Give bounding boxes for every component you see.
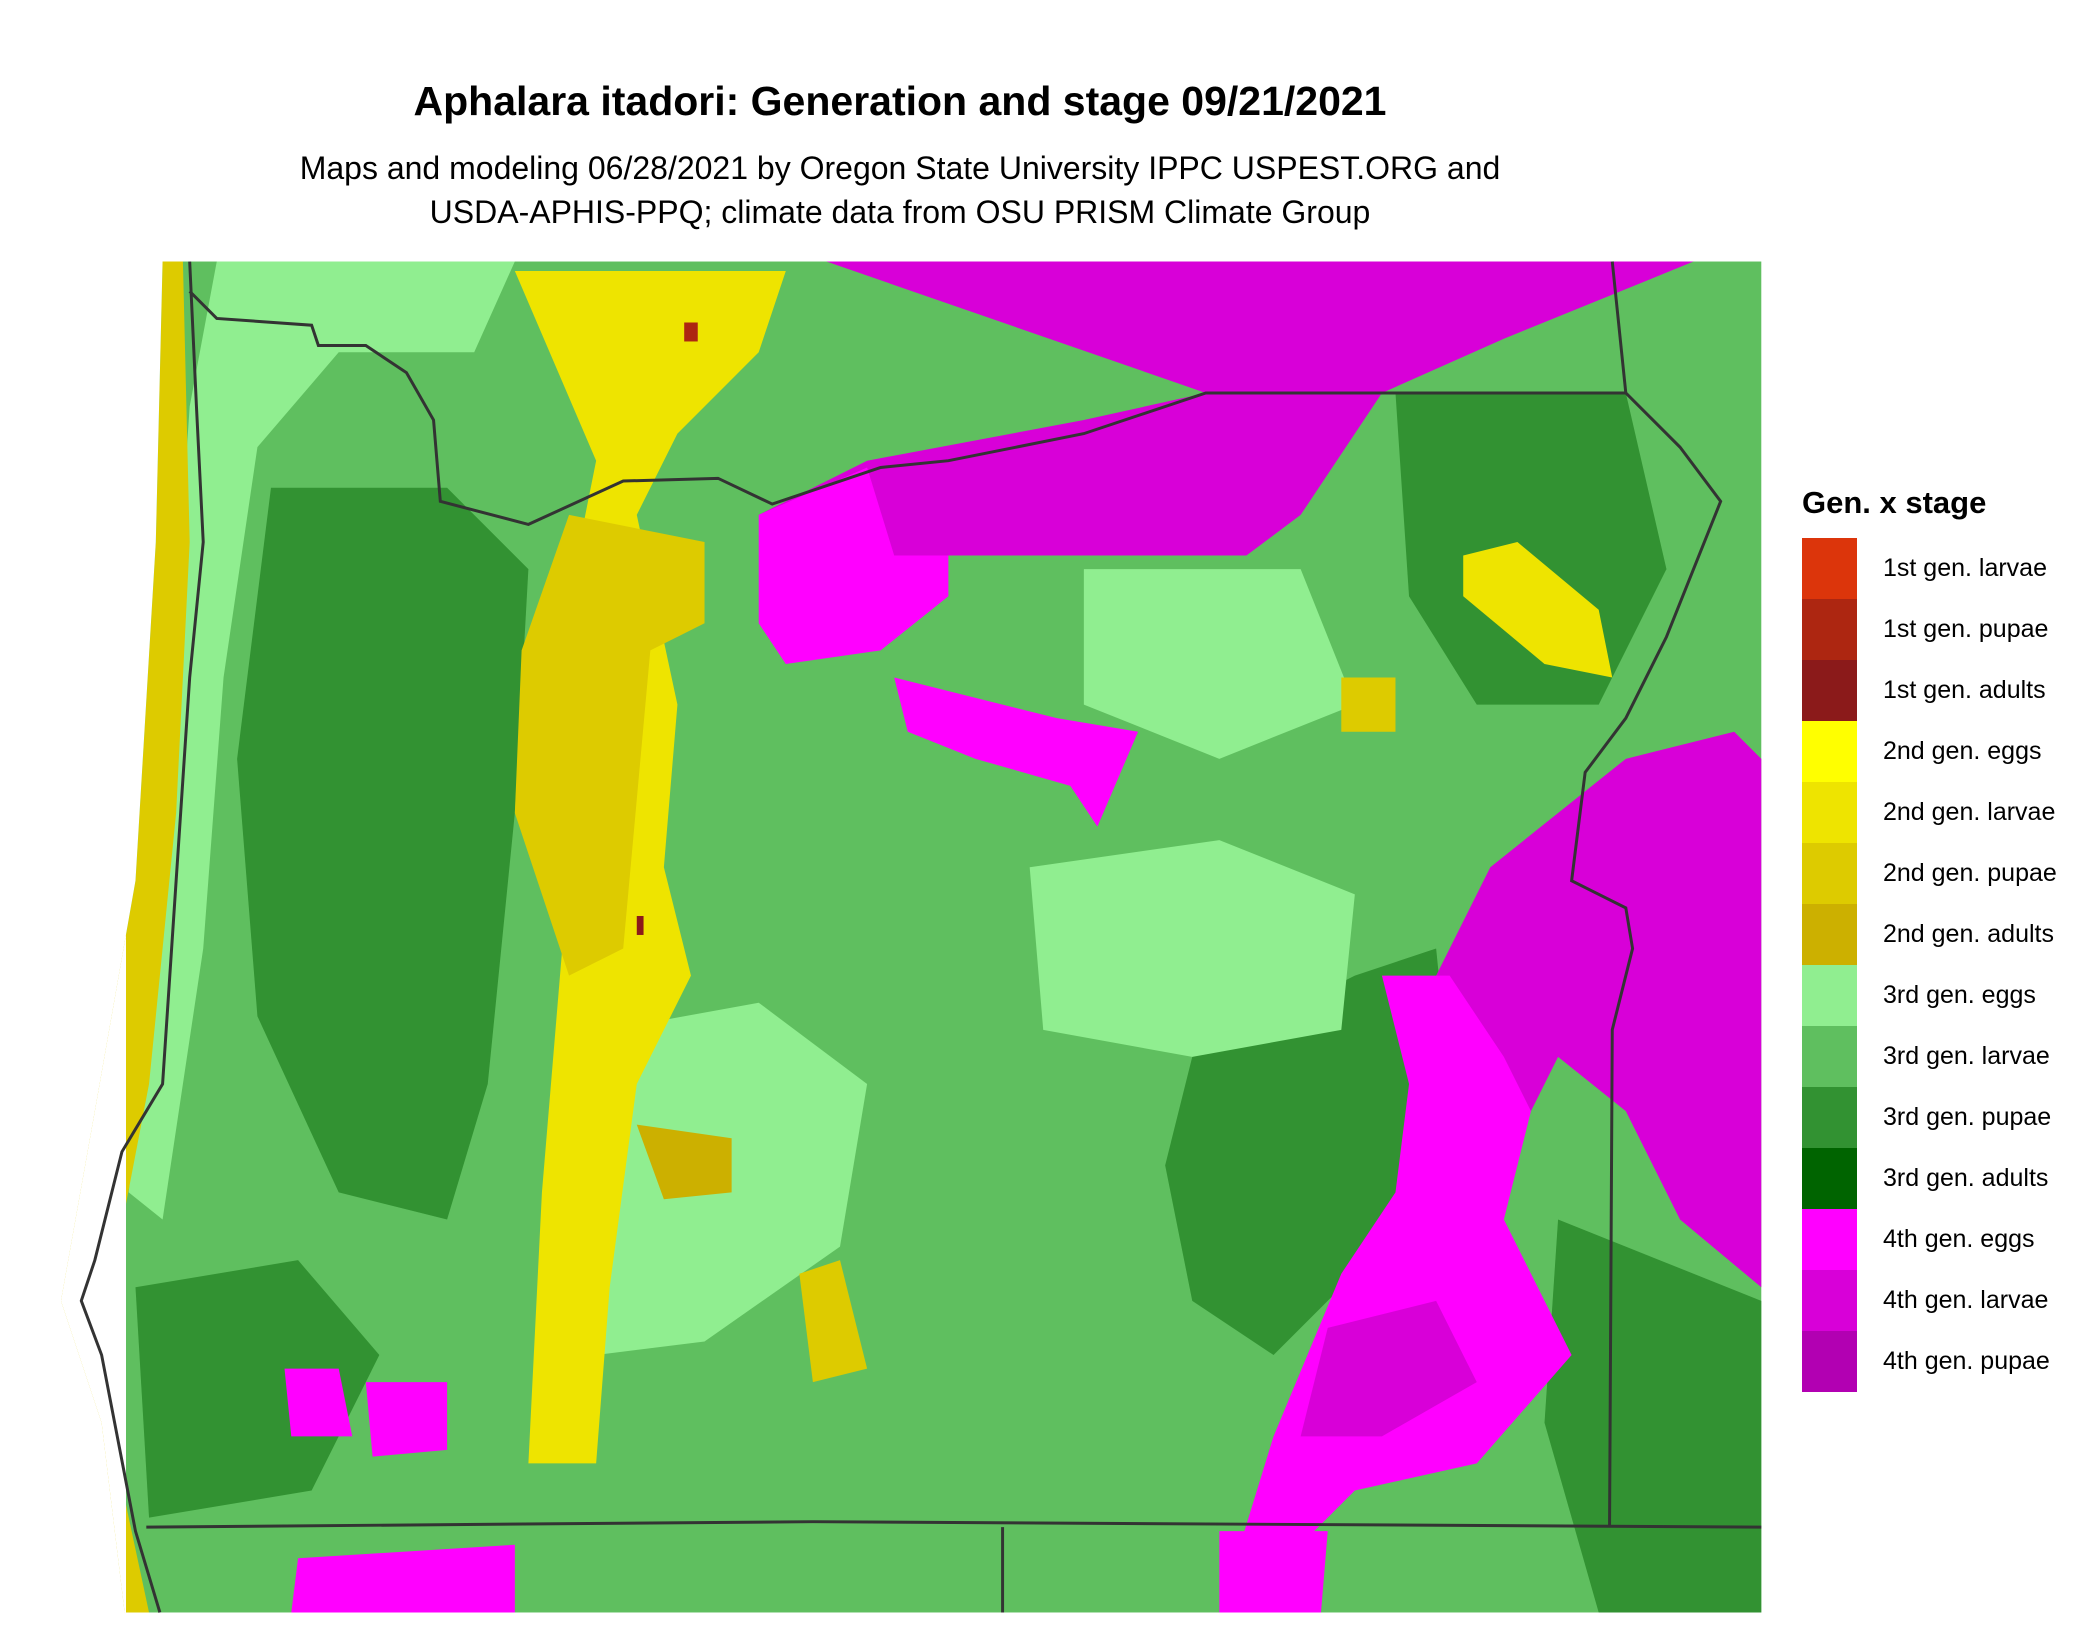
legend-label: 2nd gen. adults — [1883, 920, 2054, 948]
region-1st-adults — [684, 322, 698, 342]
region-2nd-pupae — [799, 1260, 868, 1383]
region-2nd-larvae — [1463, 542, 1613, 678]
region-3rd-pupae — [1544, 1219, 1762, 1613]
legend-item: 2nd gen. pupae — [1802, 843, 2057, 904]
snake-river-border — [1570, 261, 1723, 1528]
legend-item: 4th gen. pupae — [1802, 1331, 2057, 1392]
legend-item: 3rd gen. larvae — [1802, 1026, 2057, 1087]
region-4th-eggs — [1219, 1531, 1328, 1613]
legend-label: 3rd gen. eggs — [1883, 981, 2036, 1009]
state-boundaries — [79, 261, 1762, 1613]
legend-swatch — [1802, 1270, 1857, 1331]
legend-label: 3rd gen. pupae — [1883, 1103, 2052, 1131]
legend-item: 1st gen. pupae — [1802, 599, 2057, 660]
legend-swatch — [1802, 965, 1857, 1026]
legend-item: 1st gen. larvae — [1802, 538, 2057, 599]
legend-label: 2nd gen. larvae — [1883, 798, 2056, 826]
legend-swatch — [1802, 1148, 1857, 1209]
region-4th-eggs — [894, 677, 1139, 827]
map-subtitle-line2: USDA-APHIS-PPQ; climate data from OSU PR… — [429, 194, 1371, 230]
region-4th-larvae — [1436, 731, 1762, 1288]
region-2nd-pupae — [1341, 677, 1396, 732]
legend-swatch — [1802, 1331, 1857, 1392]
legend-swatch — [1802, 1209, 1857, 1270]
legend-label: 1st gen. pupae — [1883, 615, 2049, 643]
legend-item: 2nd gen. eggs — [1802, 721, 2057, 782]
legend-item: 1st gen. adults — [1802, 660, 2057, 721]
legend: 1st gen. larvae 1st gen. pupae 1st gen. ad… — [1802, 538, 2057, 1392]
legend-swatch — [1802, 599, 1857, 660]
legend-item: 3rd gen. pupae — [1802, 1087, 2057, 1148]
region-3rd-pupae — [237, 487, 529, 1220]
legend-label: 1st gen. adults — [1883, 676, 2046, 704]
legend-item: 4th gen. larvae — [1802, 1270, 2057, 1331]
legend-swatch — [1802, 904, 1857, 965]
legend-label: 2nd gen. eggs — [1883, 737, 2042, 765]
coastline — [79, 261, 205, 1613]
region-3rd-pupae — [1165, 948, 1450, 1356]
region-2nd-pupae — [514, 514, 705, 976]
legend-swatch — [1802, 843, 1857, 904]
legend-swatch — [1802, 782, 1857, 843]
map-title: Aphalara itadori: Generation and stage 0… — [413, 78, 1387, 124]
legend-label: 3rd gen. adults — [1883, 1164, 2049, 1192]
legend-label: 4th gen. pupae — [1883, 1347, 2050, 1375]
region-3rd-eggs — [1029, 840, 1355, 1057]
legend-item: 3rd gen. eggs — [1802, 965, 2057, 1026]
legend-label: 1st gen. larvae — [1883, 554, 2047, 582]
legend-item: 4th gen. eggs — [1802, 1209, 2057, 1270]
legend-swatch — [1802, 1026, 1857, 1087]
region-4th-larvae — [758, 261, 1694, 637]
region-4th-eggs — [758, 467, 949, 664]
legend-item: 3rd gen. adults — [1802, 1148, 2057, 1209]
columbia-river-border — [188, 290, 1626, 526]
legend-swatch — [1802, 721, 1857, 782]
legend-label: 3rd gen. larvae — [1883, 1042, 2050, 1070]
region-4th-eggs — [291, 1544, 515, 1613]
southern-border — [146, 1520, 1762, 1529]
region-3rd-eggs — [1083, 569, 1355, 759]
legend-swatch — [1802, 538, 1857, 599]
map-subtitle-line1: Maps and modeling 06/28/2021 by Oregon S… — [299, 150, 1501, 186]
ocean-mask — [60, 261, 163, 1613]
legend-swatch — [1802, 1087, 1857, 1148]
legend-label: 4th gen. larvae — [1883, 1286, 2049, 1314]
legend-label: 2nd gen. pupae — [1883, 859, 2057, 887]
region-1st-adults — [636, 915, 644, 935]
region-4th-eggs — [284, 1368, 353, 1437]
region-4th-larvae — [1300, 1300, 1477, 1437]
region-3rd-pupae — [135, 1260, 380, 1518]
legend-swatch — [1802, 660, 1857, 721]
region-4th-eggs — [1219, 975, 1572, 1613]
legend-item: 2nd gen. larvae — [1802, 782, 2057, 843]
legend-title: Gen. x stage — [1802, 485, 1987, 520]
legend-item: 2nd gen. adults — [1802, 904, 2057, 965]
legend-label: 4th gen. eggs — [1883, 1225, 2035, 1253]
region-4th-eggs — [365, 1382, 448, 1457]
region-2nd-adults — [636, 1124, 732, 1200]
region-3rd-eggs — [128, 261, 515, 1220]
